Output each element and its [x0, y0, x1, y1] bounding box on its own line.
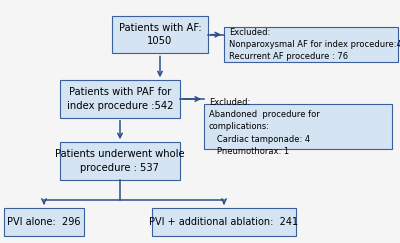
FancyBboxPatch shape — [60, 80, 180, 118]
Text: PVI alone:  296: PVI alone: 296 — [7, 217, 81, 227]
Text: Excluded:
Nonparoxysmal AF for index procedure:432
Recurrent AF procedure : 76: Excluded: Nonparoxysmal AF for index pro… — [229, 28, 400, 61]
Text: Patients with PAF for
index procedure :542: Patients with PAF for index procedure :5… — [67, 87, 173, 111]
Text: Patients underwent whole
procedure : 537: Patients underwent whole procedure : 537 — [55, 149, 185, 173]
FancyBboxPatch shape — [60, 142, 180, 180]
FancyBboxPatch shape — [152, 208, 296, 236]
FancyBboxPatch shape — [204, 104, 392, 149]
Text: Excluded:
Abandoned  procedure for
complications:
   Cardiac tamponade: 4
   Pne: Excluded: Abandoned procedure for compli… — [209, 98, 320, 156]
FancyBboxPatch shape — [4, 208, 84, 236]
FancyBboxPatch shape — [112, 16, 208, 53]
Text: Patients with AF:
1050: Patients with AF: 1050 — [119, 23, 201, 46]
Text: PVI + additional ablation:  241: PVI + additional ablation: 241 — [150, 217, 298, 227]
FancyBboxPatch shape — [224, 27, 398, 62]
